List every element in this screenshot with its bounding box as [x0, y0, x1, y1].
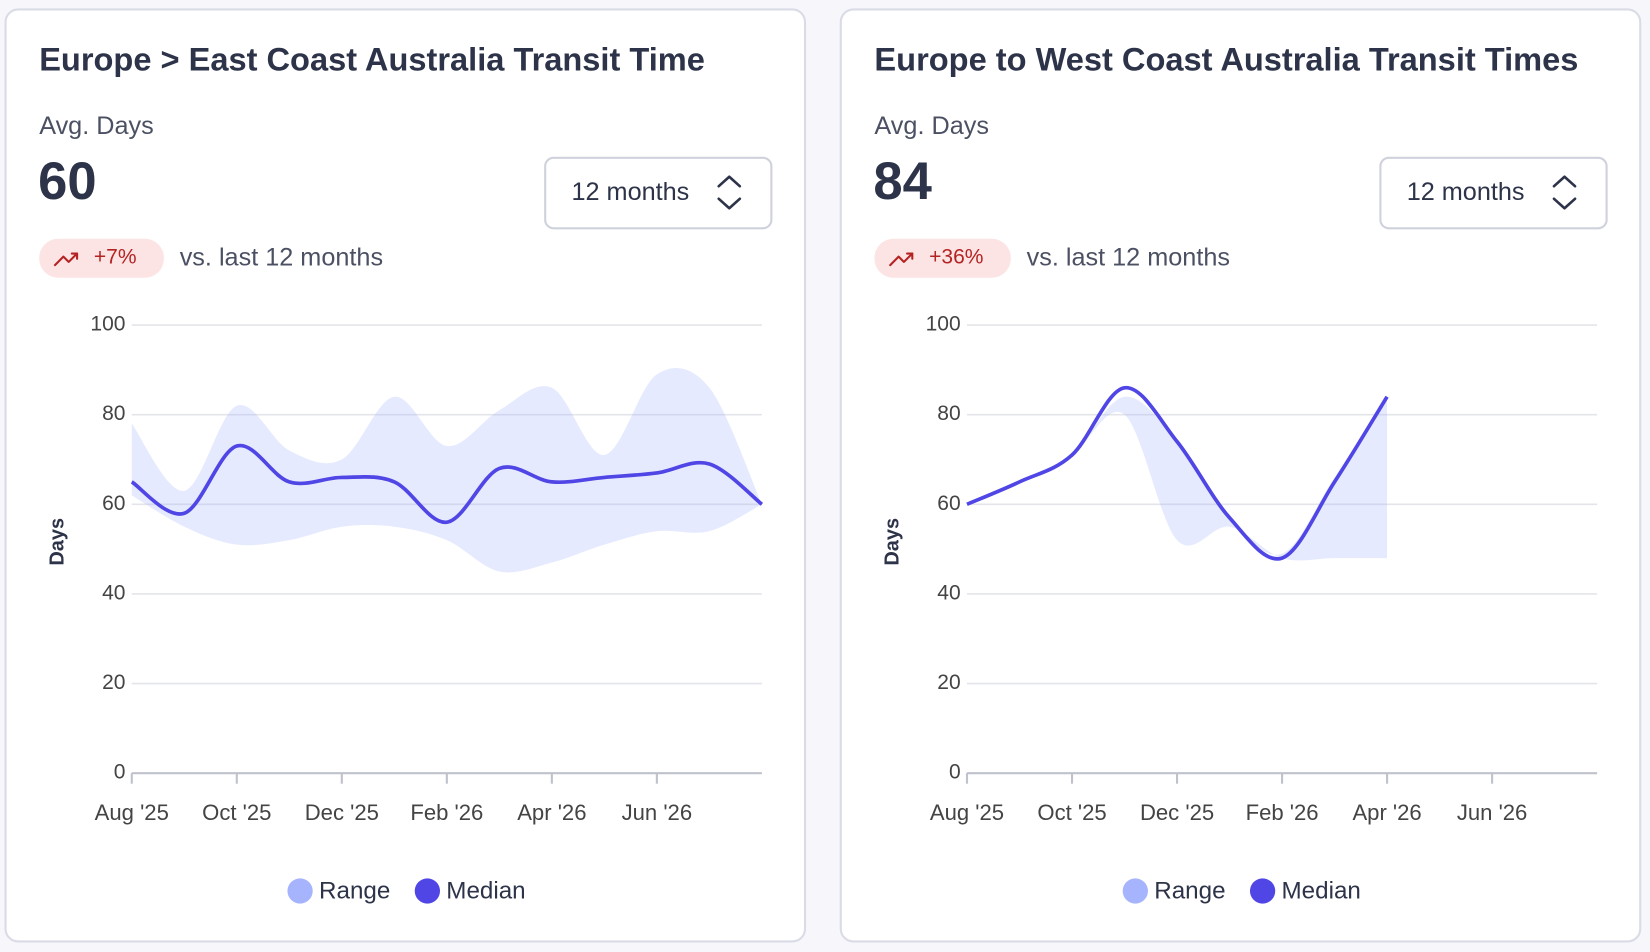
- period-select[interactable]: 12 months: [544, 156, 773, 230]
- x-tick-label: Dec '25: [305, 800, 379, 825]
- legend-item[interactable]: Median: [414, 877, 526, 904]
- comparison-text: vs. last 12 months: [180, 243, 383, 271]
- y-tick-label: 40: [102, 581, 125, 604]
- legend-label: Range: [319, 877, 390, 904]
- select-value: 12 months: [571, 178, 689, 206]
- chevron-icon: [1552, 175, 1577, 210]
- legend-item[interactable]: Range: [287, 877, 390, 904]
- x-tick-label: Dec '25: [1140, 800, 1214, 825]
- card: Europe to West Coast Australia Transit T…: [839, 8, 1642, 943]
- range-area: [967, 396, 1388, 561]
- kpi-label: Avg. Days: [39, 112, 154, 140]
- comparison-text: vs. last 12 months: [1027, 243, 1230, 271]
- kpi-value: 60: [38, 152, 96, 211]
- x-tick-label: Apr '26: [1352, 800, 1421, 825]
- y-tick-label: 100: [926, 313, 961, 336]
- kpi-value: 84: [873, 152, 931, 211]
- legend-swatch: [1122, 878, 1148, 904]
- chevron-icon: [717, 175, 742, 210]
- card-frame: [4, 8, 807, 943]
- card-frame: [839, 8, 1642, 943]
- legend-item[interactable]: Median: [1249, 877, 1361, 904]
- y-tick-label: 100: [90, 313, 125, 336]
- y-tick-label: 40: [937, 581, 960, 604]
- x-tick-label: Feb '26: [1246, 800, 1319, 825]
- legend-swatch: [287, 878, 313, 904]
- select-value: 12 months: [1407, 178, 1525, 206]
- select-box[interactable]: [544, 156, 773, 230]
- legend-label: Range: [1154, 877, 1225, 904]
- card: Europe > East Coast Australia Transit Ti…: [4, 8, 807, 943]
- x-tick-label: Jun '26: [622, 800, 693, 825]
- x-tick-label: Aug '25: [930, 800, 1004, 825]
- y-tick-label: 20: [937, 671, 960, 694]
- y-tick-label: 60: [937, 492, 960, 515]
- y-axis-label: Days: [46, 518, 68, 566]
- y-tick-label: 0: [114, 761, 126, 784]
- change-badge-text: +7%: [94, 245, 137, 268]
- trend-icon: [53, 252, 79, 267]
- change-badge: [874, 238, 1011, 278]
- select-box[interactable]: [1379, 156, 1608, 230]
- median-line: [966, 385, 1389, 561]
- y-tick-label: 20: [102, 671, 125, 694]
- legend-swatch: [414, 878, 440, 904]
- legend-item[interactable]: Range: [1122, 877, 1226, 904]
- x-tick-label: Feb '26: [410, 800, 483, 825]
- y-tick-label: 0: [949, 761, 961, 784]
- card-title: Europe to West Coast Australia Transit T…: [874, 41, 1578, 78]
- legend-swatch: [1249, 878, 1276, 904]
- x-tick-label: Oct '25: [1037, 800, 1106, 825]
- change-badge-text: +36%: [929, 245, 983, 268]
- x-tick-label: Apr '26: [517, 800, 586, 825]
- change-badge: [39, 238, 164, 278]
- range-area: [131, 367, 762, 573]
- y-tick-label: 60: [102, 492, 125, 515]
- y-tick-label: 80: [937, 402, 960, 425]
- kpi-label: Avg. Days: [874, 112, 989, 140]
- x-tick-label: Oct '25: [202, 800, 271, 825]
- legend-label: Median: [446, 877, 525, 904]
- median-line: [130, 443, 764, 525]
- card-title: Europe > East Coast Australia Transit Ti…: [39, 41, 705, 78]
- y-axis-label: Days: [882, 518, 904, 566]
- period-select[interactable]: 12 months: [1379, 156, 1608, 230]
- legend-label: Median: [1282, 877, 1361, 904]
- trend-icon: [889, 252, 914, 267]
- x-tick-label: Jun '26: [1457, 800, 1528, 825]
- x-tick-label: Aug '25: [95, 800, 169, 825]
- y-tick-label: 80: [102, 402, 125, 425]
